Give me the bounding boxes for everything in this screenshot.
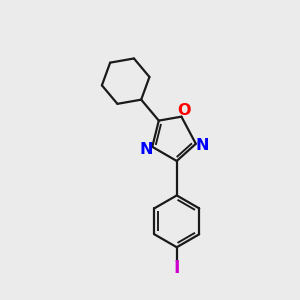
Text: O: O xyxy=(177,103,190,118)
Text: I: I xyxy=(173,260,180,278)
Text: N: N xyxy=(140,142,153,157)
Text: N: N xyxy=(195,138,209,153)
